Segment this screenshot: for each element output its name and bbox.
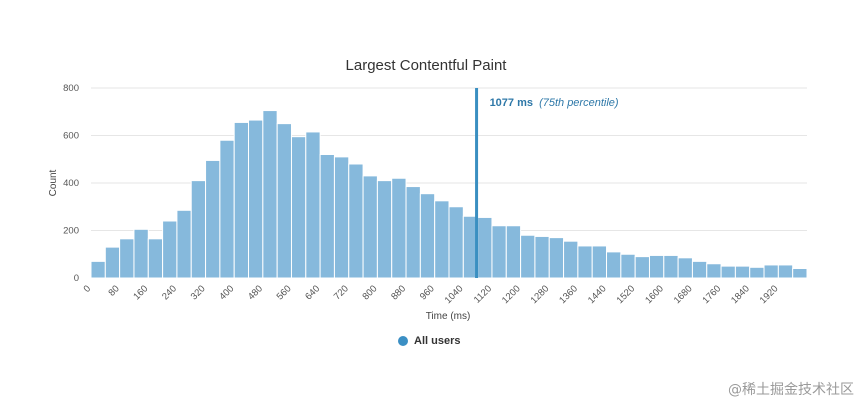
y-axis-ticks: 0 200 400 600 800	[63, 83, 79, 284]
histogram-bar	[190, 180, 207, 279]
histogram-bar	[434, 200, 450, 279]
histogram-bar	[691, 260, 708, 279]
percentile-note: (75th percentile)	[539, 97, 619, 109]
histogram-bar	[176, 209, 192, 279]
histogram-bar	[133, 228, 149, 279]
histogram-bar	[749, 266, 765, 279]
x-tick-label: 960	[418, 283, 437, 302]
histogram-bar	[577, 245, 593, 279]
percentile-marker: 1077 ms (75th percentile)	[475, 88, 619, 278]
histogram-bar	[248, 119, 264, 279]
histogram-bar	[663, 254, 679, 279]
x-tick-label: 1840	[729, 283, 752, 306]
histogram-bar	[391, 177, 407, 279]
x-tick-label: 1600	[643, 283, 666, 306]
x-tick-label: 1280	[529, 283, 552, 306]
histogram-bar	[520, 234, 536, 279]
histogram-bar	[376, 180, 393, 279]
histogram-bar	[405, 186, 421, 279]
x-axis-ticks: 0 80 160 240 320 400 480 560 640 720 800 880 960 1040…	[82, 283, 781, 306]
x-tick-label: 1680	[672, 283, 695, 306]
legend-marker-icon	[398, 336, 408, 346]
x-tick-label: 240	[160, 283, 179, 302]
x-tick-label: 480	[246, 283, 265, 302]
x-tick-label: 1200	[500, 283, 523, 306]
x-tick-label: 1920	[758, 283, 781, 306]
percentile-label: 1077 ms (75th percentile)	[490, 97, 619, 109]
x-tick-label: 0	[82, 283, 94, 295]
x-tick-label: 1440	[586, 283, 609, 306]
histogram-bar	[162, 220, 178, 279]
histogram-bar	[591, 245, 608, 279]
x-tick-label: 160	[131, 283, 150, 302]
histogram-bar	[706, 263, 722, 279]
histogram-bar	[448, 206, 464, 279]
histogram-bar	[491, 225, 507, 279]
histogram-bar	[677, 257, 693, 279]
histogram-bar	[262, 110, 278, 279]
histogram-bar	[104, 246, 121, 279]
histogram-bar	[333, 156, 350, 279]
histogram-bar	[534, 235, 550, 279]
x-tick-label: 1360	[557, 283, 580, 306]
y-axis-title: Count	[48, 169, 59, 196]
histogram-bar	[305, 131, 321, 279]
y-tick-label: 200	[63, 226, 79, 237]
x-tick-label: 1040	[443, 283, 466, 306]
x-tick-label: 1520	[615, 283, 638, 306]
histogram-bar	[606, 251, 622, 279]
x-tick-label: 800	[361, 283, 380, 302]
histogram-bar	[319, 154, 335, 279]
histogram-bar	[362, 175, 378, 279]
legend[interactable]: All users	[398, 335, 460, 347]
histogram-bar	[505, 225, 522, 279]
histogram-bar	[563, 240, 579, 279]
histogram-bar	[763, 264, 779, 279]
y-tick-label: 400	[63, 178, 79, 189]
histogram-bar	[147, 238, 164, 279]
x-tick-label: 80	[107, 283, 122, 298]
histogram-bar	[276, 123, 292, 279]
watermark: @稀土掘金技术社区	[728, 382, 854, 398]
percentile-value: 1077 ms	[490, 97, 533, 109]
histogram-bar	[119, 238, 135, 279]
histogram-bar	[290, 136, 307, 279]
legend-label-all-users: All users	[414, 335, 461, 347]
x-axis-title: Time (ms)	[426, 311, 471, 322]
x-tick-label: 1760	[700, 283, 723, 306]
histogram-bar	[205, 159, 221, 279]
y-tick-label: 600	[63, 131, 79, 142]
y-tick-label: 800	[63, 83, 79, 94]
x-tick-label: 400	[217, 283, 236, 302]
histogram-bar	[777, 264, 794, 279]
bars	[90, 110, 808, 279]
histogram-bar	[548, 237, 565, 279]
histogram-bar	[634, 256, 650, 279]
y-tick-label: 0	[74, 273, 79, 284]
histogram-bar	[219, 139, 235, 279]
chart-title: Largest Contentful Paint	[346, 57, 508, 74]
histogram-bar	[734, 265, 751, 279]
histogram-bar	[648, 254, 665, 279]
histogram-bar	[720, 265, 736, 279]
histogram-bar	[620, 253, 636, 279]
x-tick-label: 1120	[472, 283, 494, 305]
x-tick-label: 720	[332, 283, 351, 302]
histogram-bar	[792, 268, 808, 279]
x-tick-label: 640	[303, 283, 322, 302]
histogram-bar	[90, 260, 106, 279]
histogram-bar	[477, 216, 493, 279]
histogram-bar	[233, 121, 250, 279]
x-tick-label: 880	[389, 283, 408, 302]
histogram-bar	[419, 193, 436, 279]
x-tick-label: 560	[275, 283, 294, 302]
histogram-bar	[348, 163, 364, 279]
x-tick-label: 320	[189, 283, 208, 302]
